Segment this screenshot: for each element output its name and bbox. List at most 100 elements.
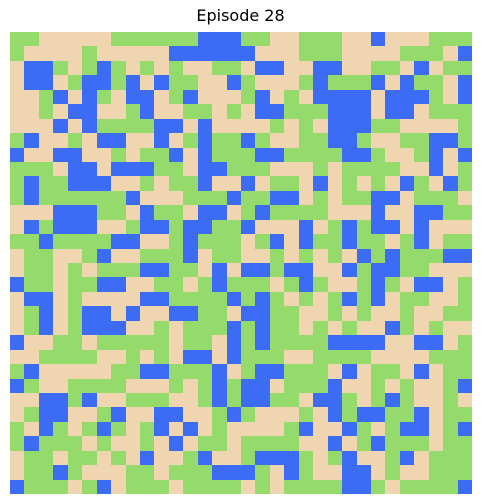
water-tile bbox=[414, 60, 429, 76]
grass-tile bbox=[313, 46, 328, 61]
sand-tile bbox=[38, 147, 54, 162]
sand-tile bbox=[212, 104, 227, 119]
water-tile bbox=[154, 263, 169, 278]
sand-tile bbox=[269, 407, 285, 422]
sand-tile bbox=[10, 219, 25, 235]
grass-tile bbox=[139, 118, 155, 134]
sand-tile bbox=[24, 349, 39, 365]
sand-tile bbox=[10, 407, 25, 422]
sand-tile bbox=[385, 133, 400, 148]
water-tile bbox=[96, 277, 112, 292]
water-tile bbox=[255, 60, 270, 76]
water-tile bbox=[38, 320, 54, 336]
sand-tile bbox=[298, 89, 314, 105]
sand-tile bbox=[269, 219, 285, 235]
sand-tile bbox=[327, 263, 343, 278]
water-tile bbox=[212, 364, 227, 379]
sand-tile bbox=[370, 133, 386, 148]
grass-tile bbox=[67, 450, 83, 466]
sand-tile bbox=[10, 248, 25, 263]
sand-tile bbox=[111, 46, 126, 61]
grass-tile bbox=[111, 364, 126, 379]
grass-tile bbox=[443, 190, 458, 206]
grass-tile bbox=[10, 176, 25, 191]
grass-tile bbox=[284, 147, 299, 162]
water-tile bbox=[385, 219, 400, 235]
grass-tile bbox=[356, 190, 371, 206]
sand-tile bbox=[10, 392, 25, 408]
sand-tile bbox=[53, 306, 68, 321]
grass-tile bbox=[284, 378, 299, 393]
water-tile bbox=[67, 147, 83, 162]
sand-tile bbox=[443, 335, 458, 350]
sand-tile bbox=[96, 147, 112, 162]
grass-tile bbox=[197, 234, 213, 249]
grass-tile bbox=[385, 277, 400, 292]
grass-tile bbox=[457, 291, 472, 307]
grass-tile bbox=[428, 104, 444, 119]
water-tile bbox=[327, 133, 343, 148]
water-tile bbox=[24, 60, 39, 76]
water-tile bbox=[428, 161, 444, 177]
grass-tile bbox=[168, 205, 184, 220]
grass-tile bbox=[38, 349, 54, 365]
water-tile bbox=[38, 291, 54, 307]
sand-tile bbox=[385, 378, 400, 393]
grass-tile bbox=[370, 147, 386, 162]
grass-tile bbox=[139, 421, 155, 437]
sand-tile bbox=[428, 219, 444, 235]
grass-tile bbox=[168, 234, 184, 249]
grass-tile bbox=[399, 378, 415, 393]
sand-tile bbox=[24, 89, 39, 105]
sand-tile bbox=[385, 335, 400, 350]
grass-tile bbox=[212, 234, 227, 249]
sand-tile bbox=[67, 421, 83, 437]
grass-tile bbox=[125, 104, 140, 119]
grass-tile bbox=[298, 364, 314, 379]
grass-tile bbox=[385, 450, 400, 466]
sand-tile bbox=[327, 421, 343, 437]
grass-tile bbox=[168, 277, 184, 292]
grass-tile bbox=[414, 133, 429, 148]
sand-tile bbox=[226, 364, 241, 379]
sand-tile bbox=[139, 378, 155, 393]
sand-tile bbox=[67, 60, 83, 76]
sand-tile bbox=[125, 46, 140, 61]
grass-tile bbox=[154, 349, 169, 365]
sand-tile bbox=[428, 306, 444, 321]
water-tile bbox=[313, 392, 328, 408]
water-tile bbox=[241, 465, 256, 480]
sand-tile bbox=[139, 133, 155, 148]
water-tile bbox=[457, 89, 472, 105]
sand-tile bbox=[183, 205, 198, 220]
grass-tile bbox=[38, 161, 54, 177]
grass-tile bbox=[443, 465, 458, 480]
grass-tile bbox=[342, 320, 357, 336]
sand-tile bbox=[414, 465, 429, 480]
sand-tile bbox=[443, 89, 458, 105]
grass-tile bbox=[327, 291, 343, 307]
sand-tile bbox=[255, 248, 270, 263]
grass-tile bbox=[10, 421, 25, 437]
sand-tile bbox=[313, 407, 328, 422]
grass-tile bbox=[370, 364, 386, 379]
water-tile bbox=[313, 89, 328, 105]
sand-tile bbox=[53, 32, 68, 47]
grass-tile bbox=[457, 161, 472, 177]
sand-tile bbox=[284, 291, 299, 307]
grass-tile bbox=[67, 349, 83, 365]
sand-tile bbox=[428, 392, 444, 408]
grass-tile bbox=[139, 248, 155, 263]
water-tile bbox=[370, 335, 386, 350]
water-tile bbox=[226, 190, 241, 206]
grass-tile bbox=[82, 349, 97, 365]
sand-tile bbox=[24, 104, 39, 119]
grass-tile bbox=[111, 421, 126, 437]
water-tile bbox=[298, 277, 314, 292]
water-tile bbox=[197, 349, 213, 365]
sand-tile bbox=[111, 291, 126, 307]
sand-tile bbox=[284, 60, 299, 76]
sand-tile bbox=[385, 479, 400, 494]
sand-tile bbox=[443, 219, 458, 235]
grass-tile bbox=[24, 465, 39, 480]
